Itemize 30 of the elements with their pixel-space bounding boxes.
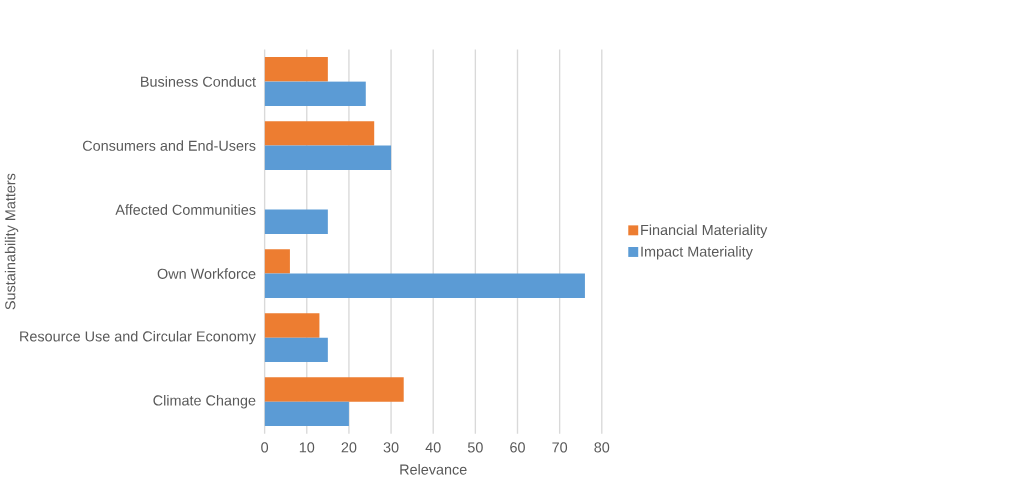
y-tick-label: Business Conduct <box>141 76 256 87</box>
bar <box>264 81 366 106</box>
x-tick-label: 80 <box>594 442 610 453</box>
bar <box>264 401 349 427</box>
y-tick-label: Climate Change <box>153 394 256 409</box>
x-tick-label: 60 <box>510 442 525 453</box>
y-axis-title: Sustainability Matters <box>4 173 19 310</box>
x-tick-label: 20 <box>341 442 357 453</box>
bar <box>264 377 404 402</box>
x-tick-label: 10 <box>299 442 315 453</box>
x-tick-label: 50 <box>467 442 483 453</box>
x-tick-label: 30 <box>383 442 399 453</box>
y-tick-label: Consumers and End-Users <box>82 140 256 151</box>
bar <box>264 249 290 274</box>
bar <box>264 209 328 234</box>
x-tick-label: 40 <box>425 442 441 453</box>
bar <box>264 57 328 82</box>
bar <box>264 145 392 170</box>
bar <box>264 337 328 362</box>
y-tick-label: Resource Use and Circular Economy <box>20 330 256 345</box>
x-axis-title: Relevance <box>400 464 467 475</box>
y-tick-label: Own Workforce <box>157 268 256 279</box>
x-tick-label: 70 <box>552 442 568 453</box>
bar <box>264 121 375 146</box>
bar <box>264 273 585 298</box>
bar <box>264 313 320 338</box>
legend-label: Impact Materiality <box>641 246 753 260</box>
legend-label: Financial Materiality <box>641 224 768 238</box>
x-tick-label: 0 <box>261 442 269 453</box>
y-tick-label: Affected Communities <box>115 204 256 215</box>
